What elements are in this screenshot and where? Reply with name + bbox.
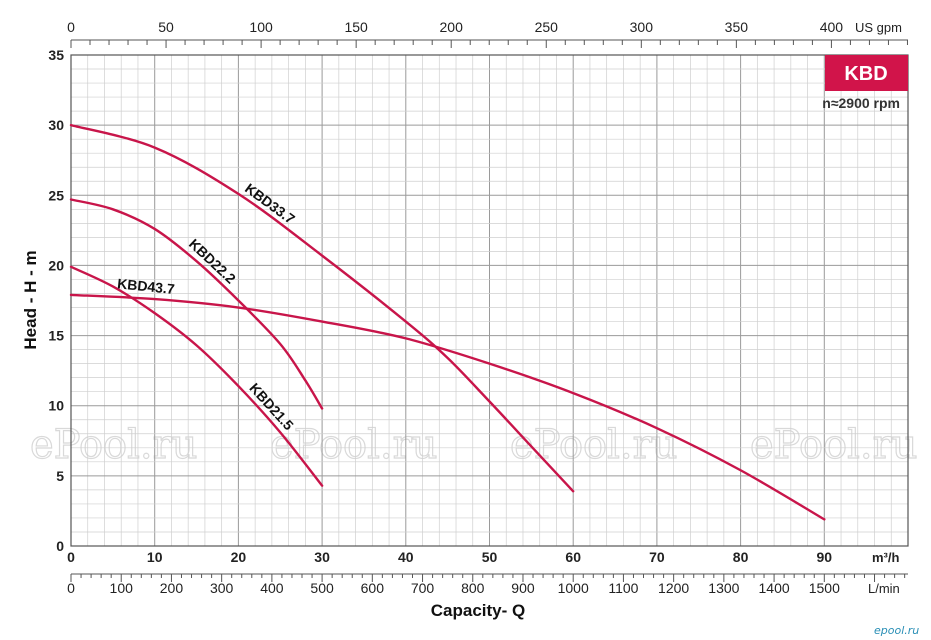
y-tick-label: 0 [56, 538, 64, 554]
y-axis-title: Head - H - m [21, 250, 40, 349]
watermark-text: ePool.ru [510, 422, 678, 468]
x-tick-label-lmin: 1300 [708, 580, 739, 596]
x-tick-label-m3h: 10 [147, 549, 163, 565]
x-tick-label-lmin: 200 [160, 580, 184, 596]
model-badge-label: KBD [844, 63, 887, 85]
curve-label-kbd22-2: KBD22.2 [186, 236, 239, 287]
y-tick-label: 5 [56, 468, 64, 484]
x-tick-label-lmin: 300 [210, 580, 234, 596]
x-tick-label-lmin: 700 [411, 580, 435, 596]
x-tick-label-gpm: 200 [440, 19, 464, 35]
speed-label: n≈2900 rpm [822, 95, 900, 111]
x-tick-labels-lmin: 0 100 200 300 400 500 600 700 800 900 1000 1100 1200… [67, 573, 908, 596]
unit-m3h: m³/h [872, 550, 900, 565]
x-tick-label-lmin: 1400 [759, 580, 790, 596]
x-tick-label-m3h: 60 [565, 549, 581, 565]
x-tick-label-gpm: 400 [820, 19, 844, 35]
plot-frame [70, 54, 909, 547]
curve-label-kbd33-7: KBD33.7 [242, 180, 298, 227]
y-tick-label: 15 [48, 328, 64, 344]
y-tick-label: 35 [48, 47, 64, 63]
x-tick-label-lmin: 800 [461, 580, 485, 596]
model-badge [825, 55, 908, 91]
y-tick-label: 30 [48, 117, 64, 133]
x-tick-label-lmin: 400 [260, 580, 284, 596]
x-tick-label-m3h: 20 [231, 549, 247, 565]
x-tick-label-lmin: 100 [110, 580, 134, 596]
watermark-text: ePool.ru [30, 422, 198, 468]
x-tick-label-m3h: 30 [314, 549, 330, 565]
curve-kbd21-5 [69, 265, 324, 487]
x-tick-label-gpm: 250 [535, 19, 559, 35]
y-tick-label: 25 [48, 187, 64, 203]
x-tick-label-lmin: 1500 [809, 580, 840, 596]
curve-kbd43-7 [69, 293, 826, 521]
x-tick-label-m3h: 80 [733, 549, 749, 565]
x-axis-title: Capacity- Q [431, 601, 525, 620]
grid [70, 54, 909, 547]
x-tick-labels-gpm: 0 50 100 150 200 250 300 350 400 [67, 19, 908, 48]
x-tick-label-lmin: 1000 [558, 580, 589, 596]
curve-label-kbd43-7: KBD43.7 [117, 275, 176, 297]
y-tick-label: 10 [48, 398, 64, 414]
x-tick-label-m3h: 50 [482, 549, 498, 565]
curves [69, 123, 826, 521]
curve-kbd22-2 [69, 198, 324, 410]
watermark-text: ePool.ru [270, 422, 438, 468]
site-logo: epool.ru [874, 624, 919, 637]
x-tick-label-m3h: 90 [817, 549, 833, 565]
x-tick-label-lmin: 0 [67, 580, 75, 596]
x-tick-labels-m3h: 0 10 20 30 40 50 60 70 80 90 [67, 549, 832, 565]
x-tick-label-gpm: 0 [67, 19, 75, 35]
curve-kbd33-7 [69, 123, 575, 493]
unit-lmin: L/min [868, 581, 900, 596]
x-tick-label-m3h: 40 [398, 549, 414, 565]
x-tick-label-lmin: 600 [361, 580, 385, 596]
y-tick-label: 20 [48, 257, 64, 273]
x-tick-label-gpm: 50 [158, 19, 174, 35]
unit-gpm: US gpm [855, 20, 902, 35]
x-tick-label-gpm: 150 [344, 19, 368, 35]
watermark-text: ePool.ru [750, 422, 918, 468]
x-tick-label-lmin: 1200 [658, 580, 689, 596]
x-tick-label-gpm: 100 [249, 19, 273, 35]
x-tick-label-gpm: 350 [725, 19, 749, 35]
y-tick-labels: 0 5 10 15 20 25 30 35 [48, 47, 64, 554]
x-tick-label-lmin: 500 [310, 580, 334, 596]
x-tick-label-m3h: 70 [649, 549, 665, 565]
x-tick-label-gpm: 300 [630, 19, 654, 35]
watermarks: ePool.ru ePool.ru ePool.ru ePool.ru [29, 421, 918, 468]
x-tick-label-lmin: 1100 [608, 580, 638, 596]
x-tick-label-m3h: 0 [67, 549, 75, 565]
x-tick-label-lmin: 900 [511, 580, 535, 596]
